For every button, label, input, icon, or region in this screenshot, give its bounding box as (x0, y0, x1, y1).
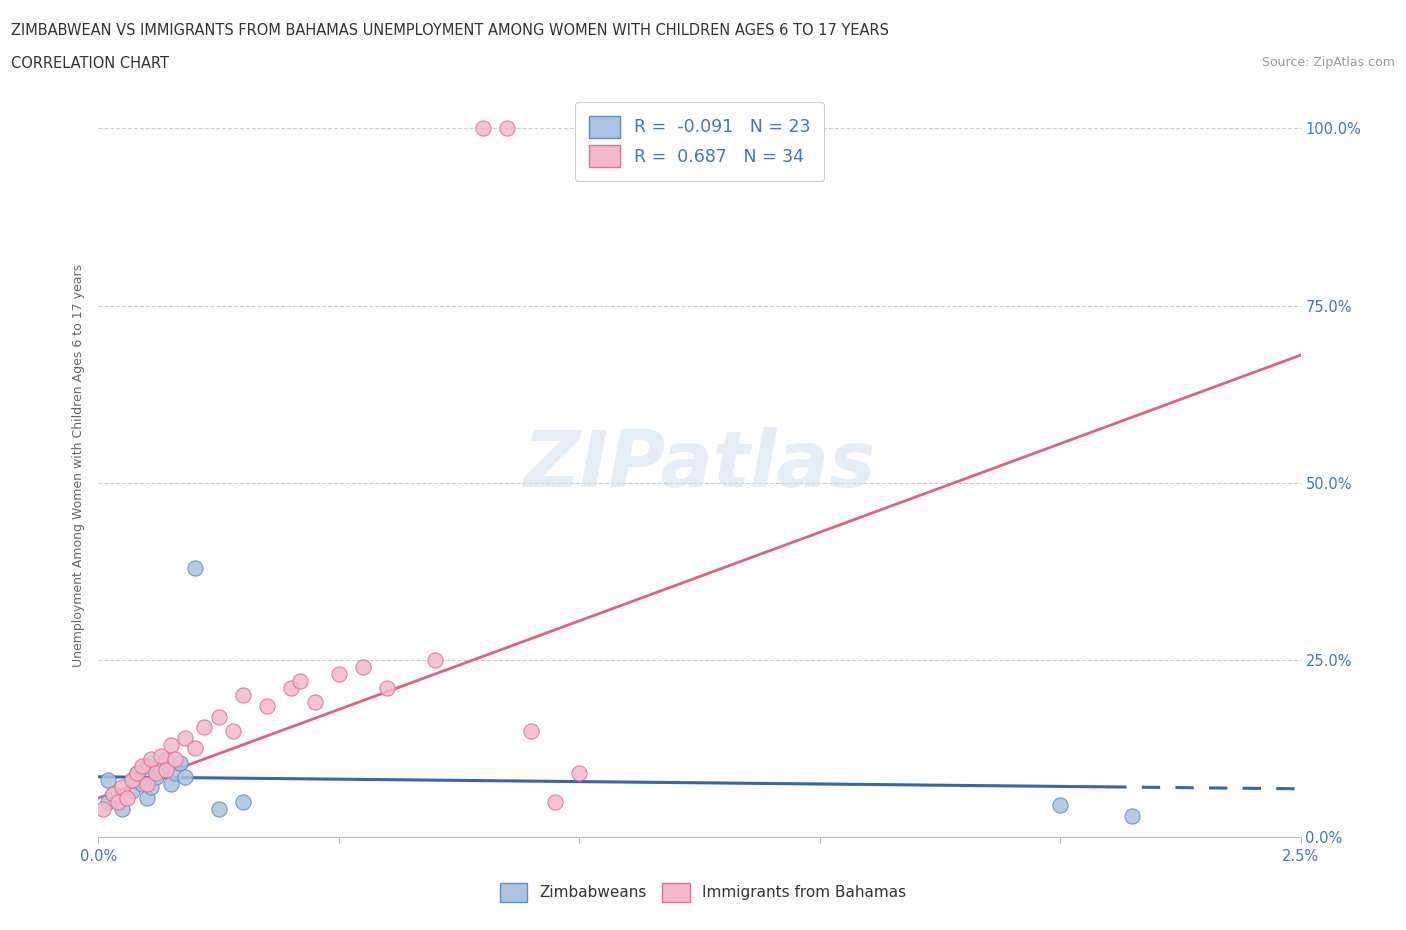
Point (97, 773, 120, 788)
Point (568, 765, 591, 780)
Text: ZIMBABWEAN VS IMMIGRANTS FROM BAHAMAS UNEMPLOYMENT AMONG WOMEN WITH CHILDREN AGE: ZIMBABWEAN VS IMMIGRANTS FROM BAHAMAS UN… (11, 23, 889, 38)
Point (135, 790, 157, 805)
Point (141, 751, 163, 766)
Point (222, 724, 245, 738)
Point (165, 765, 187, 780)
Point (375, 681, 398, 696)
Point (145, 769, 167, 784)
Point (174, 730, 197, 745)
Text: Source: ZipAtlas.com: Source: ZipAtlas.com (1261, 56, 1395, 69)
Point (193, 720, 215, 735)
Point (544, 794, 567, 809)
Point (352, 659, 374, 674)
Point (149, 748, 172, 763)
Point (101, 787, 124, 802)
Text: CORRELATION CHART: CORRELATION CHART (11, 56, 169, 71)
Point (208, 709, 231, 724)
Point (149, 763, 172, 777)
Point (208, 802, 231, 817)
Point (121, 773, 143, 788)
Point (135, 777, 157, 791)
Y-axis label: Unemployment Among Women with Children Ages 6 to 17 years: Unemployment Among Women with Children A… (72, 263, 86, 667)
Point (183, 560, 205, 575)
Legend: Zimbabweans, Immigrants from Bahamas: Zimbabweans, Immigrants from Bahamas (494, 877, 912, 909)
Point (423, 653, 446, 668)
Point (169, 755, 191, 770)
Point (520, 724, 543, 738)
Point (1049, 798, 1071, 813)
Point (304, 695, 326, 710)
Point (159, 737, 181, 752)
Point (183, 741, 205, 756)
Point (232, 688, 254, 703)
Point (111, 802, 134, 817)
Point (232, 794, 254, 809)
Text: ZIPatlas: ZIPatlas (523, 427, 876, 503)
Point (165, 751, 187, 766)
Point (496, 121, 519, 136)
Point (1121, 808, 1143, 823)
Point (107, 794, 129, 809)
Point (121, 773, 143, 788)
Point (328, 667, 350, 682)
Point (290, 673, 312, 688)
Point (97, 794, 120, 809)
Point (121, 783, 143, 798)
Point (472, 121, 495, 136)
Point (155, 751, 177, 766)
Point (101, 787, 124, 802)
Point (117, 790, 139, 805)
Point (125, 765, 148, 780)
Point (91, 802, 114, 817)
Point (174, 769, 197, 784)
Point (131, 759, 153, 774)
Point (125, 765, 148, 780)
Point (111, 780, 134, 795)
Point (141, 780, 163, 795)
Legend: R =  -0.091   N = 23, R =  0.687   N = 34: R = -0.091 N = 23, R = 0.687 N = 34 (575, 101, 824, 181)
Point (256, 698, 278, 713)
Point (280, 681, 302, 696)
Point (131, 777, 153, 791)
Point (155, 763, 177, 777)
Point (145, 765, 167, 780)
Point (159, 777, 181, 791)
Point (135, 759, 157, 774)
